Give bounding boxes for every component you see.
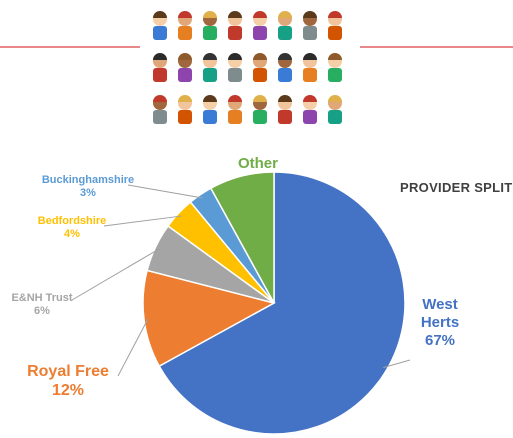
icon-body [328,68,342,82]
value-label: 3% [80,187,96,200]
pie-slice [142,269,277,368]
icon-body [303,26,317,40]
category-label: Royal Free [27,363,109,380]
people-icons [153,11,342,124]
slice-label: Buckinghamshire 3% [33,174,143,200]
icon-body [228,68,242,82]
icon-hair [153,95,167,102]
value-label: 4% [64,228,80,241]
icon-hair [278,11,292,18]
icon-body [153,26,167,40]
value-label: 67% [424,332,456,349]
icon-hair [228,53,242,60]
icon-body [178,110,192,124]
icon-body [178,26,192,40]
icon-body [153,68,167,82]
icon-hair [228,11,242,18]
icon-body [278,68,292,82]
leader-line [117,318,149,377]
icon-hair [328,53,342,60]
icon-body [278,26,292,40]
icon-hair [303,11,317,18]
icon-hair [178,95,192,102]
icon-hair [228,95,242,102]
leader-line [71,248,160,301]
icon-hair [153,11,167,18]
icon-hair [203,53,217,60]
icon-body [228,26,242,40]
slice-label: Other 8% [228,155,288,191]
icon-body [328,26,342,40]
icon-hair [203,11,217,18]
icon-hair [278,53,292,60]
icon-body [203,68,217,82]
slice-label: Bedfordshire 4% [27,215,117,241]
icon-hair [253,11,267,18]
pie-slice [158,171,406,435]
category-label: Bedfordshire [37,215,107,227]
leader-line [103,215,182,227]
category-label: Other [237,155,278,172]
icon-body [278,110,292,124]
icon-body [178,68,192,82]
icon-hair [203,95,217,102]
icon-hair [253,53,267,60]
icon-body [303,110,317,124]
icon-body [253,110,267,124]
value-label: 6% [34,305,50,318]
icon-hair [328,11,342,18]
icon-hair [178,53,192,60]
icon-hair [253,95,267,102]
pie-slice [209,171,275,304]
icon-hair [328,95,342,102]
icon-hair [303,53,317,60]
icon-hair [178,11,192,18]
category-label: E&NH Trust [11,292,73,304]
icon-hair [278,95,292,102]
icon-body [253,68,267,82]
icon-body [203,26,217,40]
category-label: Buckinghamshire [41,174,135,186]
slice-label: West Herts 67% [410,296,470,350]
icon-body [203,110,217,124]
leader-line [127,184,203,199]
value-label: 8% [247,173,269,190]
icon-body [153,110,167,124]
slice-label: Royal Free 12% [13,362,123,400]
icon-body [303,68,317,82]
icon-body [328,110,342,124]
icon-body [228,110,242,124]
slice-label: E&NH Trust 6% [2,292,82,318]
value-label: 12% [51,382,85,400]
icon-body [253,26,267,40]
category-label: West Herts [420,296,460,331]
leader-line [383,359,411,369]
icon-hair [303,95,317,102]
chart-title: PROVIDER SPLIT [400,180,513,195]
icon-hair [153,53,167,60]
